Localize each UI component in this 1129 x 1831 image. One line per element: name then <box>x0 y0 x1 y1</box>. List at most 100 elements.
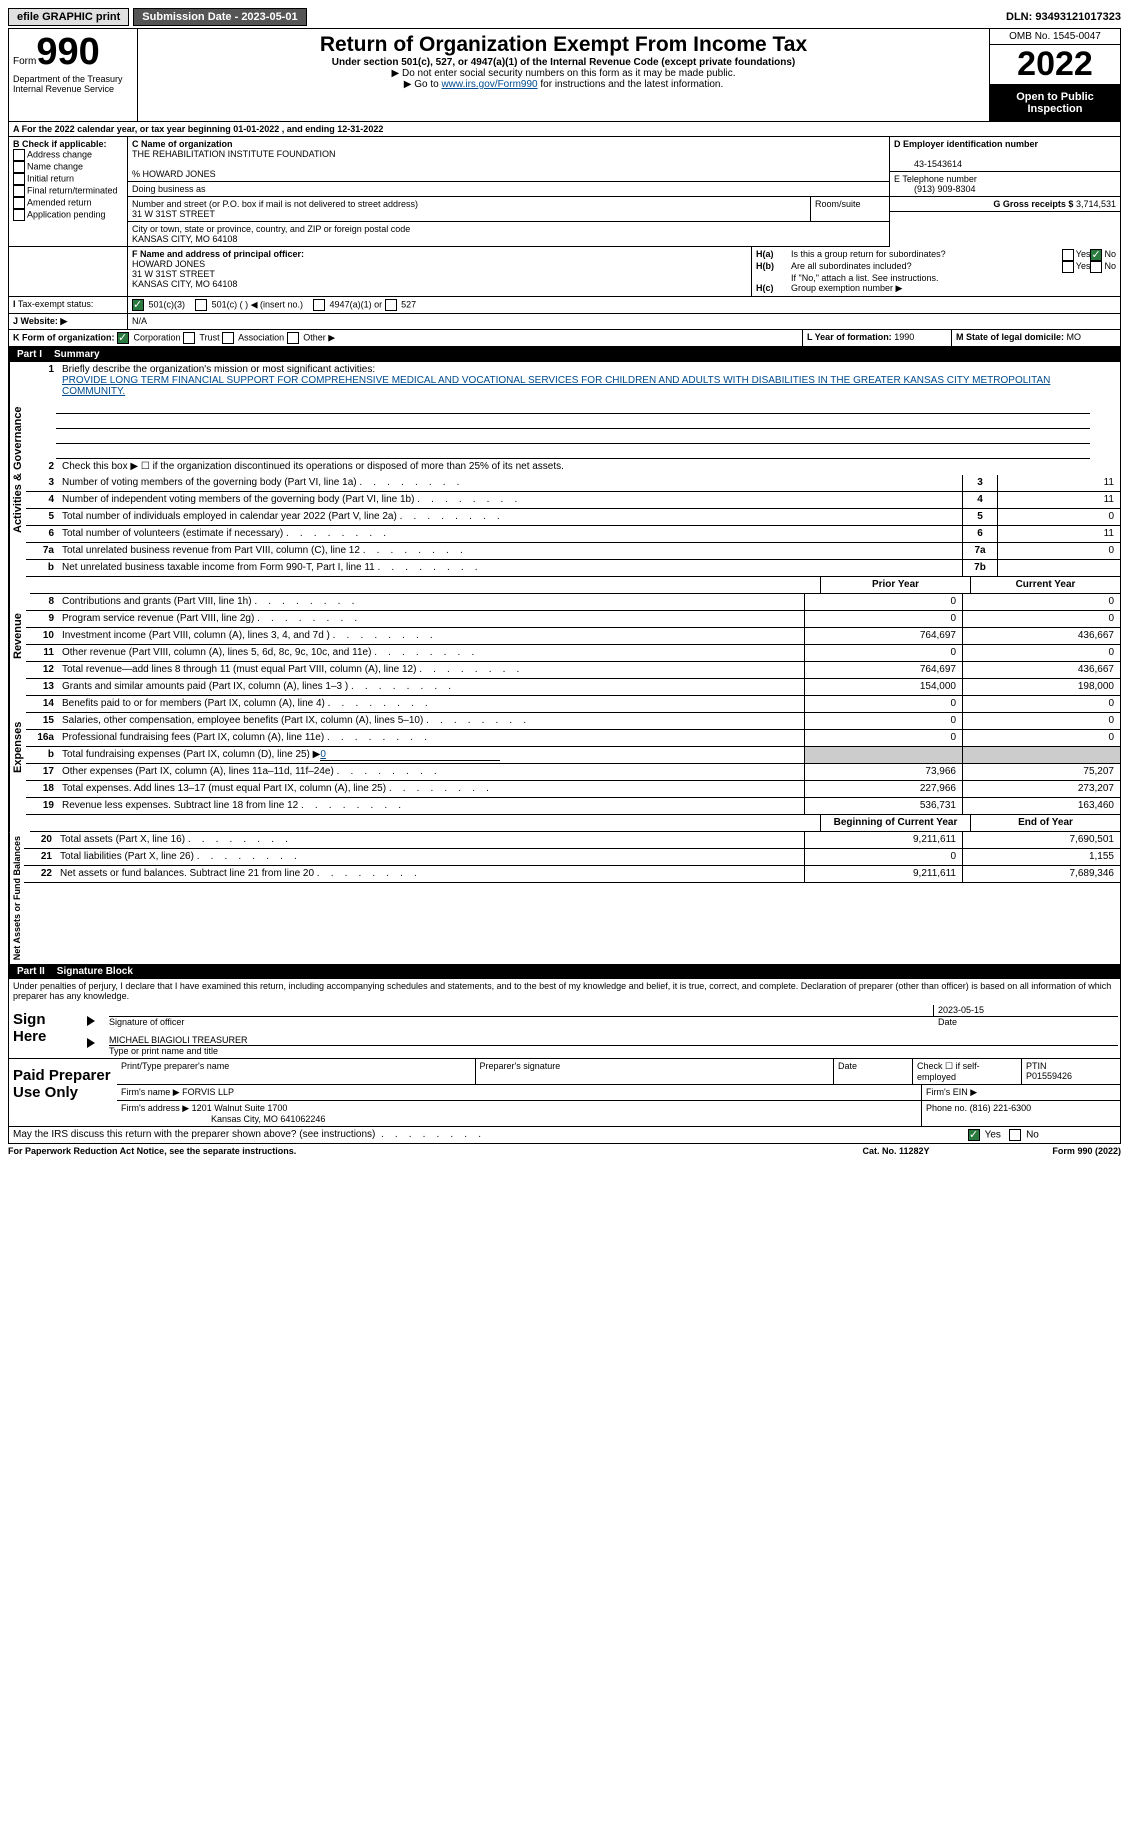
date-label: Date <box>934 1017 1118 1027</box>
gov-row: 6 Total number of volunteers (estimate i… <box>26 526 1120 543</box>
form-subtitle: Under section 501(c), 527, or 4947(a)(1)… <box>142 57 985 68</box>
page-footer: For Paperwork Reduction Act Notice, see … <box>8 1146 1121 1156</box>
part1-label: Part I <box>17 349 42 360</box>
check-501c[interactable] <box>195 299 207 311</box>
submission-date-button[interactable]: Submission Date - 2023-05-01 <box>133 8 306 26</box>
opt-501c3: 501(c)(3) <box>149 299 186 309</box>
ptin-val: P01559426 <box>1026 1071 1072 1081</box>
may-irs-row: May the IRS discuss this return with the… <box>9 1127 1120 1143</box>
opt-other: Other ▶ <box>303 332 335 342</box>
form-title: Return of Organization Exempt From Incom… <box>142 33 985 57</box>
data-row: 12 Total revenue—add lines 8 through 11 … <box>26 662 1120 679</box>
check-assoc[interactable] <box>222 332 234 344</box>
opt-name: Name change <box>27 161 83 171</box>
may-irs-yes[interactable] <box>968 1129 980 1141</box>
data-row: 8 Contributions and grants (Part VIII, l… <box>26 594 1120 611</box>
officer-addr1: 31 W 31ST STREET <box>132 269 215 279</box>
row-num: 19 <box>26 798 58 814</box>
box-h: H(a)Is this a group return for subordina… <box>752 247 1120 296</box>
opt-initial: Initial return <box>27 173 74 183</box>
row-text: Other expenses (Part IX, column (A), lin… <box>58 764 804 780</box>
current-year-val: 436,667 <box>962 662 1120 678</box>
dln-text: DLN: 93493121017323 <box>1006 11 1121 23</box>
q1-text: Briefly describe the organization's miss… <box>62 364 375 375</box>
hb-no[interactable] <box>1090 261 1102 273</box>
ha-yes[interactable] <box>1062 249 1074 261</box>
check-trust[interactable] <box>183 332 195 344</box>
hb-text: Are all subordinates included? <box>791 261 1062 273</box>
box-f: F Name and address of principal officer:… <box>128 247 752 296</box>
check-501c3[interactable] <box>132 299 144 311</box>
check-initial[interactable] <box>13 173 25 185</box>
gov-row: b Net unrelated business taxable income … <box>26 560 1120 577</box>
row-val: 11 <box>998 475 1120 491</box>
data-row: 10 Investment income (Part VIII, column … <box>26 628 1120 645</box>
prior-year-val: 536,731 <box>804 798 962 814</box>
row-text: Number of voting members of the governin… <box>58 475 962 491</box>
preparer-name-label: Print/Type preparer's name <box>117 1059 476 1084</box>
prior-year-val: 0 <box>804 713 962 729</box>
current-year-val: 0 <box>962 730 1120 746</box>
check-name[interactable] <box>13 161 25 173</box>
ha-no[interactable] <box>1090 249 1102 261</box>
prior-year-val: 0 <box>804 611 962 627</box>
preparer-sig-label: Preparer's signature <box>476 1059 835 1084</box>
row-text: Total revenue—add lines 8 through 11 (mu… <box>58 662 804 678</box>
mission-text[interactable]: PROVIDE LONG TERM FINANCIAL SUPPORT FOR … <box>62 375 1050 397</box>
dept-text: Department of the Treasury <box>13 74 123 84</box>
prior-year-val: 9,211,611 <box>804 866 962 882</box>
website-val: N/A <box>128 314 1120 329</box>
may-irs-no[interactable] <box>1009 1129 1021 1141</box>
hb-yes[interactable] <box>1062 261 1074 273</box>
row-num: 3 <box>26 475 58 491</box>
check-4947[interactable] <box>313 299 325 311</box>
ptin-label: PTIN <box>1026 1061 1047 1071</box>
efile-button[interactable]: efile GRAPHIC print <box>8 8 129 26</box>
firm-name: FORVIS LLP <box>182 1087 234 1097</box>
tax-year: 2022 <box>990 45 1120 85</box>
note-1: ▶ Do not enter social security numbers o… <box>142 68 985 79</box>
opt-final: Final return/terminated <box>27 185 118 195</box>
check-pending[interactable] <box>13 209 25 221</box>
yes-2: Yes <box>1076 261 1091 273</box>
yes-1: Yes <box>1076 249 1091 261</box>
row-num: 13 <box>26 679 58 695</box>
check-corp[interactable] <box>117 332 129 344</box>
row-text: Total assets (Part X, line 16) <box>56 832 804 848</box>
line-i: I Tax-exempt status: 501(c)(3) 501(c) ( … <box>9 297 1120 314</box>
row-b-num: b <box>26 747 58 763</box>
top-toolbar: efile GRAPHIC print Submission Date - 20… <box>8 8 1121 26</box>
addr-label: Number and street (or P.O. box if mail i… <box>132 199 418 209</box>
row-num: 15 <box>26 713 58 729</box>
current-year-val: 0 <box>962 713 1120 729</box>
gov-row: 4 Number of independent voting members o… <box>26 492 1120 509</box>
row-num: 18 <box>26 781 58 797</box>
check-final[interactable] <box>13 185 25 197</box>
care-of: % HOWARD JONES <box>132 169 216 179</box>
sign-here-block: Sign Here 2023-05-15 Signature of office… <box>9 1003 1120 1059</box>
row-text: Program service revenue (Part VIII, line… <box>58 611 804 627</box>
data-row: 16a Professional fundraising fees (Part … <box>26 730 1120 747</box>
prior-year-val: 0 <box>804 594 962 610</box>
row-num: 5 <box>26 509 58 525</box>
row-b-text: Total fundraising expenses (Part IX, col… <box>62 749 320 760</box>
check-527[interactable] <box>385 299 397 311</box>
row-box: 5 <box>962 509 998 525</box>
check-amended[interactable] <box>13 197 25 209</box>
no-3: No <box>1026 1130 1039 1141</box>
irs-link[interactable]: www.irs.gov/Form990 <box>441 79 537 90</box>
row-num: 4 <box>26 492 58 508</box>
row-text: Other revenue (Part VIII, column (A), li… <box>58 645 804 661</box>
sig-officer-label: Signature of officer <box>109 1017 934 1027</box>
data-row: 11 Other revenue (Part VIII, column (A),… <box>26 645 1120 662</box>
check-address[interactable] <box>13 149 25 161</box>
box-deg: D Employer identification number43-15436… <box>890 137 1120 247</box>
form-container: Form990 Department of the Treasury Inter… <box>8 28 1121 1144</box>
vlabel-net: Net Assets or Fund Balances <box>9 832 24 964</box>
data-row: 17 Other expenses (Part IX, column (A), … <box>26 764 1120 781</box>
check-other[interactable] <box>287 332 299 344</box>
opt-501c: 501(c) ( ) ◀ (insert no.) <box>212 299 303 309</box>
year-formation: 1990 <box>894 332 914 342</box>
firm-city: Kansas City, MO 641062246 <box>121 1114 325 1124</box>
firm-addr: 1201 Walnut Suite 1700 <box>192 1103 288 1113</box>
